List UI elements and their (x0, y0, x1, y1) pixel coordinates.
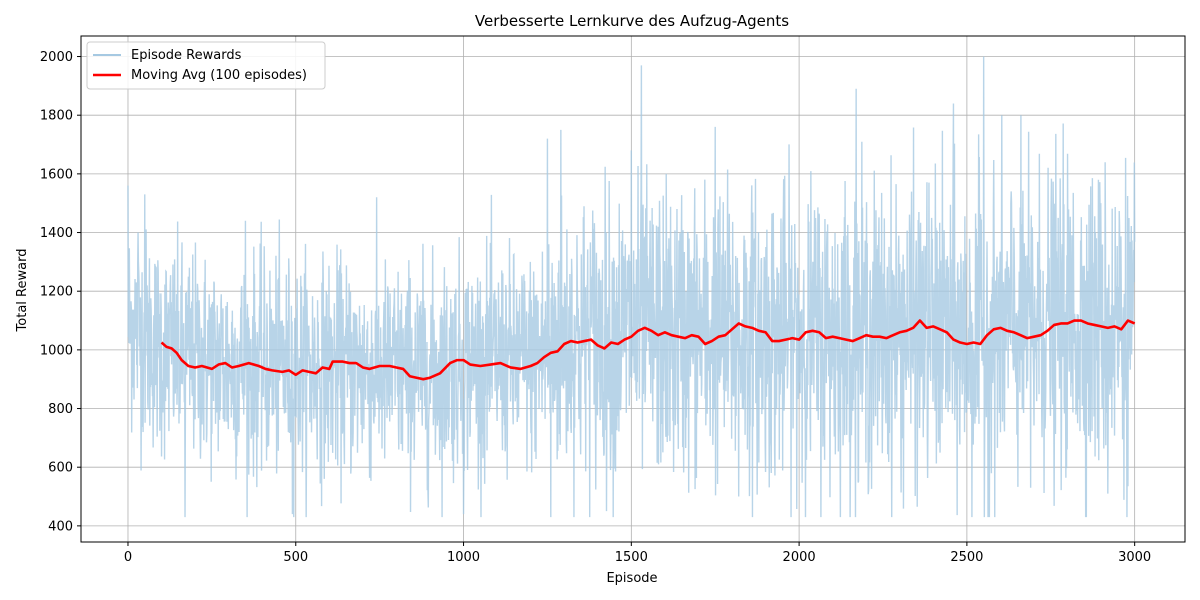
moving-average-line (160, 319, 1136, 381)
x-tick-label: 1000 (447, 550, 480, 565)
legend-box (86, 41, 326, 90)
y-tick-label: 1600 (40, 167, 73, 182)
moving-average-series (160, 319, 1136, 381)
x-tick-label: 1500 (615, 550, 648, 565)
y-tick-label: 2000 (40, 50, 73, 65)
y-tick-label: 1400 (40, 226, 73, 241)
y-tick-label: 800 (48, 402, 73, 417)
legend: Episode Rewards Moving Avg (100 episodes… (86, 41, 326, 90)
plot-frame (80, 35, 1186, 543)
x-tick-label: 3000 (1118, 550, 1151, 565)
legend-label-episode-rewards: Episode Rewards (131, 48, 242, 63)
chart-title: Verbesserte Lernkurve des Aufzug-Agents (475, 12, 789, 30)
y-axis-label: Total Reward (15, 249, 30, 333)
x-axis-label: Episode (606, 571, 657, 586)
x-tick-label: 2500 (950, 550, 983, 565)
y-tick-label: 1800 (40, 109, 73, 124)
x-tick-label: 0 (124, 550, 132, 565)
y-tick-label: 1000 (40, 343, 73, 358)
axis-ticks: 0 500 1000 1500 2000 2500 3000 400 600 800 1000 120… (40, 50, 1151, 565)
x-tick-label: 500 (283, 550, 308, 565)
y-tick-label: 1200 (40, 285, 73, 300)
y-tick-label: 600 (48, 461, 73, 476)
x-tick-label: 2000 (783, 550, 816, 565)
legend-label-moving-average: Moving Avg (100 episodes) (131, 68, 307, 83)
y-tick-label: 400 (48, 519, 73, 534)
